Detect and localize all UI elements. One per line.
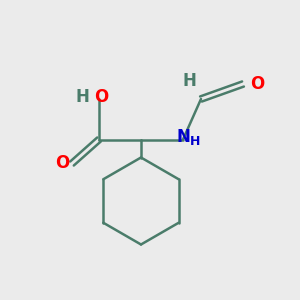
Text: H: H — [190, 135, 200, 148]
Text: H: H — [76, 88, 89, 106]
Text: N: N — [177, 128, 190, 146]
Text: H: H — [182, 72, 196, 90]
Text: O: O — [250, 75, 265, 93]
Text: O: O — [55, 154, 69, 172]
Text: O: O — [94, 88, 109, 106]
